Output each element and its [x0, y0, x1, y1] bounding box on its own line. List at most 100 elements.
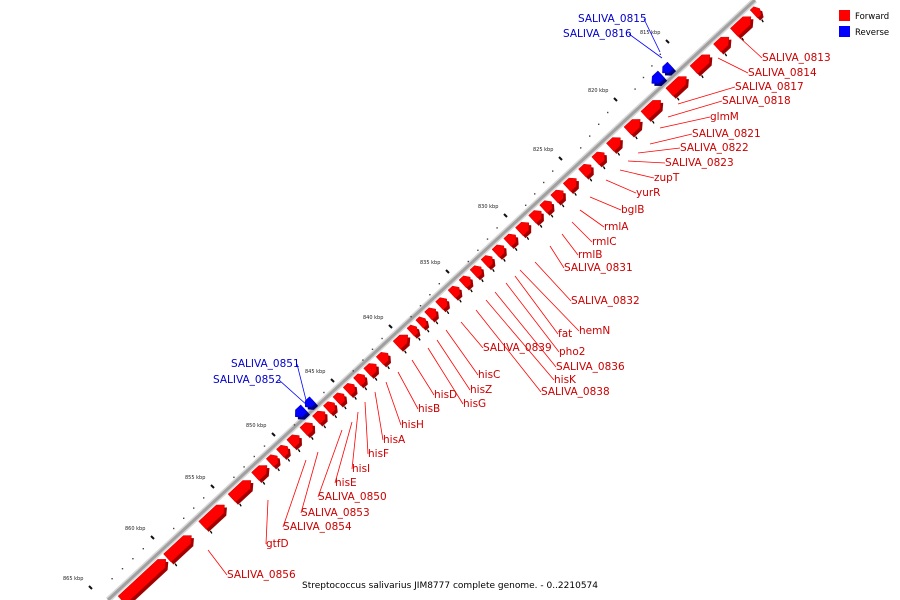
forward-gene-arrow[interactable]: [640, 100, 664, 124]
gene-label-hisg[interactable]: hisG: [463, 398, 486, 410]
forward-gene-arrow[interactable]: [713, 36, 732, 57]
gene-label-saliva-0814[interactable]: SALIVA_0814: [748, 67, 817, 79]
gene-label-saliva-0818[interactable]: SALIVA_0818: [722, 95, 791, 107]
kbp-minor-dot: [253, 455, 255, 458]
reverse-gene-arrow[interactable]: [662, 61, 677, 76]
forward-gene-arrow[interactable]: [469, 265, 485, 283]
gene-label-gtfd[interactable]: gtfD: [266, 538, 289, 550]
forward-gene-arrow[interactable]: [749, 6, 764, 23]
forward-gene-arrow[interactable]: [458, 275, 474, 293]
gene-label-hisz[interactable]: hisZ: [470, 384, 492, 396]
reverse-gene-arrow[interactable]: [651, 70, 668, 87]
forward-gene-arrow[interactable]: [276, 444, 291, 462]
reverse-gene-arrow[interactable]: [295, 404, 311, 420]
gene-label-saliva-0816[interactable]: SALIVA_0816: [563, 28, 632, 40]
forward-gene-arrow[interactable]: [198, 504, 227, 534]
kbp-minor-dot: [410, 316, 412, 318]
forward-gene-arrow[interactable]: [480, 255, 496, 273]
gene-label-saliva-0856[interactable]: SALIVA_0856: [227, 569, 296, 581]
gene-label-saliva-0839[interactable]: SALIVA_0839: [483, 342, 552, 354]
gene-label-saliva-0851[interactable]: SALIVA_0851: [231, 358, 300, 370]
forward-gene-arrow[interactable]: [528, 210, 544, 228]
gene-label-rmlc[interactable]: rmlC: [592, 236, 617, 248]
gene-label-fat[interactable]: fat: [558, 328, 572, 340]
gene-label-saliva-0831[interactable]: SALIVA_0831: [564, 262, 633, 274]
forward-gene-arrow[interactable]: [312, 410, 328, 429]
gene-label-saliva-0817[interactable]: SALIVA_0817: [735, 81, 804, 93]
legend-label-forward: Forward: [855, 12, 889, 22]
gene-label-bglb[interactable]: bglB: [621, 204, 644, 216]
forward-gene-arrow[interactable]: [342, 383, 358, 400]
gene-label-saliva-0852[interactable]: SALIVA_0852: [213, 374, 282, 386]
gene-label-pho2[interactable]: pho2: [559, 346, 585, 358]
forward-gene-arrow[interactable]: [623, 119, 643, 140]
gene-label-glmm[interactable]: glmM: [710, 111, 739, 123]
gene-label-saliva-0823[interactable]: SALIVA_0823: [665, 157, 734, 169]
kbp-tick-label: 835 kbp: [420, 260, 440, 266]
forward-gene-arrow[interactable]: [406, 324, 421, 341]
forward-gene-arrow[interactable]: [375, 352, 391, 370]
leader-line: [737, 35, 763, 59]
gene-label-hish[interactable]: hisH: [401, 419, 424, 431]
gene-label-hisf[interactable]: hisF: [368, 448, 389, 460]
gene-label-saliva-0815[interactable]: SALIVA_0815: [578, 13, 647, 25]
forward-gene-arrow[interactable]: [299, 422, 316, 440]
leader-line: [485, 299, 555, 381]
kbp-tick-label: 815 kbp: [640, 30, 660, 36]
forward-gene-arrow[interactable]: [353, 373, 368, 391]
gene-label-saliva-0821[interactable]: SALIVA_0821: [692, 128, 761, 140]
forward-gene-arrow[interactable]: [515, 222, 532, 241]
gene-label-hisc[interactable]: hisC: [478, 369, 500, 381]
forward-gene-arrow[interactable]: [424, 307, 439, 325]
gene-label-hisd[interactable]: hisD: [434, 389, 457, 401]
forward-gene-arrow[interactable]: [392, 334, 411, 354]
gene-label-hisk[interactable]: hisK: [554, 374, 577, 386]
forward-gene-arrow[interactable]: [606, 137, 623, 156]
gene-label-hisi[interactable]: hisI: [352, 463, 370, 475]
gene-label-zupt[interactable]: zupT: [654, 172, 680, 184]
forward-gene-arrow[interactable]: [578, 163, 594, 182]
forward-gene-arrow[interactable]: [332, 392, 348, 410]
gene-label-yurr[interactable]: yurR: [636, 187, 660, 199]
forward-gene-arrow[interactable]: [729, 16, 754, 41]
leader-line: [628, 33, 663, 59]
gene-label-hisb[interactable]: hisB: [418, 403, 440, 415]
gene-label-saliva-0838[interactable]: SALIVA_0838: [541, 386, 610, 398]
leader-line: [265, 499, 269, 545]
gene-label-saliva-0850[interactable]: SALIVA_0850: [318, 491, 387, 503]
forward-gene-arrow[interactable]: [251, 465, 270, 485]
forward-gene-arrow[interactable]: [286, 434, 302, 453]
forward-gene-arrow[interactable]: [503, 233, 519, 251]
gene-label-rmla[interactable]: rmlA: [604, 221, 629, 233]
gene-label-hemn[interactable]: hemN: [579, 325, 610, 337]
forward-gene-arrow[interactable]: [591, 151, 607, 170]
forward-gene-arrow[interactable]: [323, 401, 338, 419]
forward-gene-arrow[interactable]: [265, 454, 281, 472]
forward-gene-arrow[interactable]: [435, 297, 450, 315]
kbp-minor-dot: [111, 578, 113, 580]
forward-gene-arrow[interactable]: [689, 54, 713, 79]
leader-line: [667, 100, 723, 118]
gene-label-hise[interactable]: hisE: [335, 477, 357, 489]
gene-label-saliva-0813[interactable]: SALIVA_0813: [762, 52, 831, 64]
gene-label-saliva-0836[interactable]: SALIVA_0836: [556, 361, 625, 373]
forward-gene-arrow[interactable]: [539, 200, 555, 218]
forward-gene-arrow[interactable]: [227, 480, 254, 507]
forward-gene-arrow[interactable]: [562, 177, 579, 196]
kbp-tick-mark: [150, 535, 155, 540]
forward-gene-arrow[interactable]: [550, 189, 566, 208]
gene-label-rmlb[interactable]: rmlB: [578, 249, 602, 261]
forward-gene-arrow[interactable]: [363, 363, 379, 381]
forward-gene-arrow[interactable]: [665, 76, 689, 101]
forward-gene-arrow[interactable]: [491, 244, 507, 262]
forward-gene-arrow[interactable]: [163, 535, 194, 567]
legend-label-reverse: Reverse: [855, 28, 889, 38]
forward-gene-arrow[interactable]: [117, 559, 169, 600]
gene-label-saliva-0822[interactable]: SALIVA_0822: [680, 142, 749, 154]
gene-label-saliva-0853[interactable]: SALIVA_0853: [301, 507, 370, 519]
gene-label-hisa[interactable]: hisA: [383, 434, 406, 446]
gene-label-saliva-0832[interactable]: SALIVA_0832: [571, 295, 640, 307]
gene-label-saliva-0854[interactable]: SALIVA_0854: [283, 521, 352, 533]
forward-gene-arrow[interactable]: [447, 285, 463, 303]
forward-gene-arrow[interactable]: [415, 316, 430, 333]
